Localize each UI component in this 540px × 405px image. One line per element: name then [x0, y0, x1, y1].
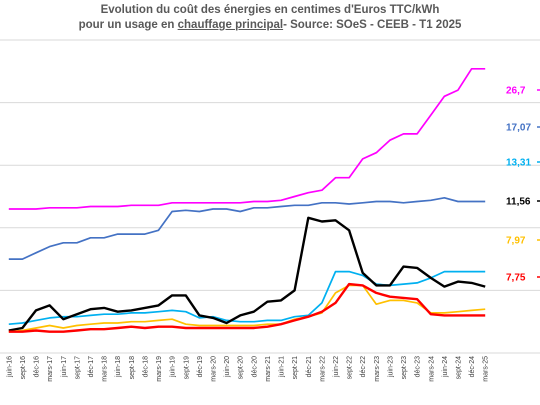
- x-tick-label: mars-18: [102, 356, 109, 382]
- x-tick-label: juin-16: [6, 356, 13, 378]
- x-tick-label: sept-20: [238, 356, 245, 379]
- series-lines: [8, 67, 486, 333]
- series-line: [8, 284, 486, 333]
- grid: [0, 39, 540, 354]
- x-tick-label: sept-23: [401, 356, 408, 379]
- chart-title-underlined: chauffage principal: [177, 19, 284, 31]
- x-tick-label: mars-20: [210, 356, 217, 382]
- x-tick-label: mars-25: [483, 356, 490, 382]
- x-tick-label: déc-16: [34, 356, 41, 378]
- end-label: 7,75: [506, 273, 526, 284]
- x-axis-ticks: juin-16 sept-16 déc-16 mars-17 juin-17 sept-1…: [6, 356, 489, 382]
- x-tick-label: mars-24: [428, 356, 435, 382]
- chart-title-line-1: Evolution du coût des énergies en centim…: [100, 4, 440, 16]
- chart-title-prefix: pour un usage en: [78, 19, 178, 31]
- series-line: [8, 270, 486, 326]
- end-label: 7,97: [506, 236, 526, 247]
- end-labels: 26,7 17,07 13,31 11,56 7,97 7,75: [506, 86, 540, 284]
- x-tick-label: juin-19: [170, 356, 177, 378]
- x-tick-label: déc-20: [251, 356, 258, 378]
- chart-title: Evolution du coût des énergies en centim…: [0, 3, 540, 33]
- series-line: [8, 67, 486, 210]
- x-tick-label: juin-17: [61, 356, 68, 378]
- x-tick-label: sept-24: [455, 356, 462, 379]
- end-label: 17,07: [506, 123, 531, 134]
- series-line: [8, 282, 486, 333]
- x-tick-label: juin-24: [442, 356, 449, 378]
- x-tick-label: déc-24: [469, 356, 476, 378]
- x-tick-label: déc-22: [360, 356, 367, 378]
- x-tick-label: sept-22: [347, 356, 354, 379]
- x-tick-label: déc-17: [88, 356, 95, 378]
- series-line: [8, 196, 486, 260]
- x-tick-label: juin-20: [224, 356, 231, 378]
- end-label: 11,56: [506, 197, 531, 208]
- x-tick-label: mars-21: [265, 356, 272, 382]
- x-tick-label: déc-19: [197, 356, 204, 378]
- x-tick-label: déc-23: [415, 356, 422, 378]
- x-tick-label: déc-18: [142, 356, 149, 378]
- x-tick-label: mars-22: [319, 356, 326, 382]
- end-label: 26,7: [506, 86, 526, 97]
- x-tick-label: mars-19: [156, 356, 163, 382]
- x-tick-label: déc-21: [306, 356, 313, 378]
- x-tick-label: juin-23: [387, 356, 394, 378]
- x-tick-label: juin-21: [279, 356, 286, 378]
- chart-title-line-2: pour un usage en chauffage principal- So…: [0, 18, 540, 33]
- x-tick-label: sept-16: [20, 356, 27, 379]
- x-tick-label: juin-18: [115, 356, 122, 378]
- chart-title-suffix: - Source: SOeS - CEEB - T1 2025: [283, 19, 462, 31]
- x-tick-label: juin-22: [333, 356, 340, 378]
- x-tick-label: sept-18: [129, 356, 136, 379]
- x-tick-label: sept-17: [74, 356, 81, 379]
- end-label: 13,31: [506, 158, 531, 169]
- series-line: [8, 216, 486, 332]
- x-tick-label: mars-23: [374, 356, 381, 382]
- x-tick-label: sept-19: [183, 356, 190, 379]
- x-tick-label: mars-17: [47, 356, 54, 382]
- x-tick-label: sept-21: [292, 356, 299, 379]
